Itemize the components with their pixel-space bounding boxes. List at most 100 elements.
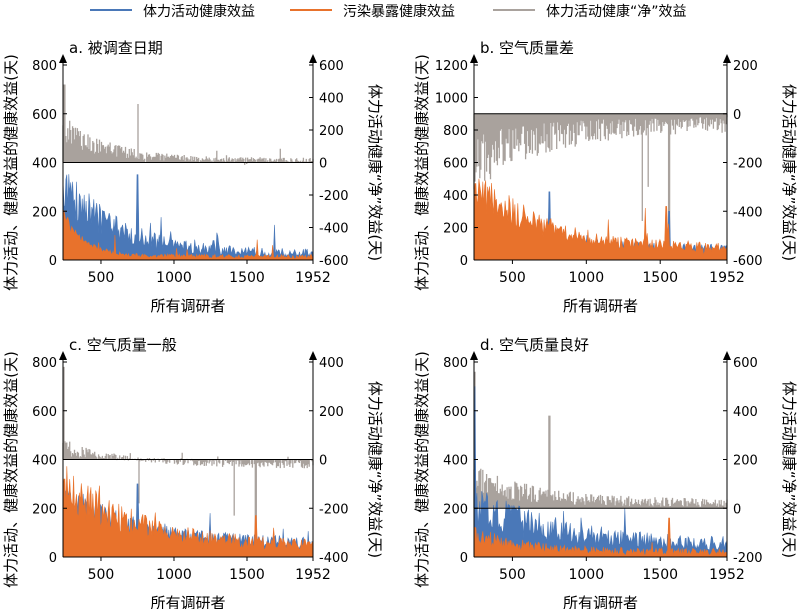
right-tick-label: 200 (319, 405, 344, 420)
left-tick-label: 600 (32, 108, 57, 123)
right-tick-label: 0 (319, 157, 327, 172)
x-tick-label: 1952 (709, 270, 745, 286)
x-tick-label: 1500 (642, 567, 678, 583)
left-tick-label: 200 (32, 502, 57, 517)
x-tick-label: 500 (88, 270, 115, 286)
series-2 (473, 178, 728, 261)
left-axis-arrow (59, 54, 67, 63)
x-tick-label: 1952 (709, 567, 745, 583)
right-axis-title: 体力活动健康“净”效益(天) (366, 381, 384, 558)
x-tick-label: 1000 (156, 567, 192, 583)
x-tick-label: 500 (499, 270, 526, 286)
right-tick-label: 200 (733, 59, 758, 74)
legend-label-net-benefit: 体力活动健康“净”效益 (546, 3, 687, 20)
panel-title: a. 被调查日期 (69, 39, 163, 57)
x-tick-label: 500 (499, 567, 526, 583)
right-tick-label: 0 (319, 454, 327, 469)
series-area (473, 386, 728, 558)
x-axis-title: 所有调研者 (563, 297, 638, 315)
right-axis-arrow (309, 351, 317, 360)
right-tick-label: 200 (733, 454, 758, 469)
left-tick-label: 600 (443, 405, 468, 420)
panel-title: c. 空气质量一般 (69, 336, 177, 354)
x-tick-label: 1500 (642, 270, 678, 286)
series-2 (62, 466, 314, 558)
series-area (473, 178, 728, 261)
right-tick-label: 400 (319, 356, 344, 371)
left-tick-label: 200 (443, 222, 468, 237)
left-tick-label: 200 (32, 205, 57, 220)
left-tick-label: 800 (32, 356, 57, 371)
left-tick-label: 800 (443, 356, 468, 371)
left-axis-arrow (470, 54, 478, 63)
series-area (62, 466, 314, 558)
x-tick-label: 1000 (568, 567, 604, 583)
left-tick-label: 600 (32, 405, 57, 420)
right-axis-title: 体力活动健康“净”效益(天) (366, 84, 384, 261)
legend-label-pollution: 污染暴露健康效益 (343, 3, 455, 20)
left-tick-label: 400 (443, 454, 468, 469)
left-tick-label: 400 (32, 157, 57, 172)
x-tick-label: 1952 (295, 567, 331, 583)
right-tick-label: 400 (733, 405, 758, 420)
right-tick-label: -200 (733, 157, 763, 172)
left-tick-label: 400 (32, 454, 57, 469)
panel-2: b. 空气质量差 0 200 400 600 800 1000 1200 -600 -400 -20… (413, 39, 798, 315)
panel-1: a. 被调查日期 0 200 400 600 800 -600 -400 -200 0 200 400… (2, 39, 384, 315)
x-axis-title: 所有调研者 (150, 297, 225, 315)
series-3 (62, 84, 314, 165)
left-tick-label: 0 (460, 254, 468, 269)
x-tick-label: 1000 (568, 270, 604, 286)
series-2 (473, 517, 728, 558)
left-tick-label: 0 (49, 551, 57, 566)
series-1 (473, 386, 728, 558)
series-area (473, 517, 728, 558)
right-tick-label: -200 (733, 551, 763, 566)
left-tick-label: 400 (443, 189, 468, 204)
series-bars (62, 84, 314, 165)
left-axis-title: 体力活动、健康效益的健康效益(天) (2, 351, 20, 588)
left-axis-arrow (470, 351, 478, 360)
right-tick-label: 0 (733, 108, 741, 123)
left-tick-label: 200 (443, 502, 468, 517)
right-tick-label: 200 (319, 124, 344, 139)
panel-title: b. 空气质量差 (480, 39, 574, 57)
x-tick-label: 1000 (156, 270, 192, 286)
right-tick-label: -600 (319, 254, 349, 269)
right-axis-title: 体力活动健康“净”效益(天) (780, 84, 798, 261)
series-3 (473, 371, 728, 509)
right-tick-label: -400 (733, 205, 763, 220)
x-tick-label: 1500 (229, 567, 265, 583)
x-axis-title: 所有调研者 (563, 594, 638, 609)
legend: 体力活动健康效益 污染暴露健康效益 体力活动健康“净”效益 (90, 3, 687, 20)
right-axis-arrow (309, 54, 317, 63)
right-tick-label: -600 (733, 254, 763, 269)
left-tick-label: 0 (49, 254, 57, 269)
left-axis-title: 体力活动、健康效益的健康效益(天) (413, 351, 431, 588)
series-2 (62, 209, 314, 261)
left-tick-label: 0 (460, 551, 468, 566)
x-tick-label: 500 (88, 567, 115, 583)
right-tick-label: 0 (733, 502, 741, 517)
series-area (62, 209, 314, 261)
panel-4: d. 空气质量良好 0 200 400 600 800 -200 0 200 400 600 500 1… (413, 336, 798, 609)
right-tick-label: -200 (319, 189, 349, 204)
series-bars (473, 371, 728, 509)
right-tick-label: 600 (733, 356, 758, 371)
panel-title: d. 空气质量良好 (480, 336, 589, 354)
left-tick-label: 800 (443, 124, 468, 139)
legend-label-physical-activity: 体力活动健康效益 (143, 3, 255, 20)
right-axis-arrow (723, 351, 731, 360)
right-tick-label: 600 (319, 59, 344, 74)
x-tick-label: 1500 (229, 270, 265, 286)
left-tick-label: 800 (32, 59, 57, 74)
panel-3: c. 空气质量一般 0 200 400 600 800 -400 -200 0 200 400 500… (2, 336, 384, 609)
right-tick-label: -400 (319, 551, 349, 566)
x-tick-label: 1952 (295, 270, 331, 286)
x-axis-title: 所有调研者 (150, 594, 225, 609)
right-tick-label: 400 (319, 92, 344, 107)
left-tick-label: 1000 (435, 92, 468, 107)
right-tick-label: -200 (319, 502, 349, 517)
right-axis-title: 体力活动健康“净”效益(天) (780, 381, 798, 558)
